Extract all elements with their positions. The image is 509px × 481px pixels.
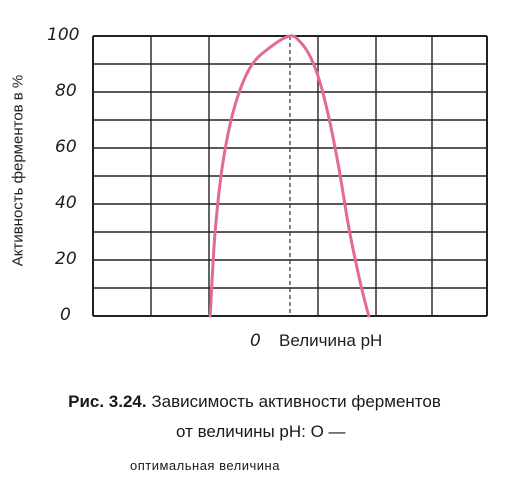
y-tick-80: 80 [55, 81, 77, 101]
figure-caption-line2: от величины pH: O — [176, 422, 346, 441]
figure-title: Зависимость активности ферментов [151, 392, 441, 411]
y-tick-20: 20 [55, 249, 77, 269]
y-axis-label: Активность ферментов в % [9, 74, 27, 266]
y-axis-label-wrap: Активность ферментов в % [0, 20, 36, 320]
y-tick-0: 0 [60, 305, 71, 325]
x-tick-0: 0 [250, 331, 261, 351]
y-tick-100: 100 [47, 25, 80, 45]
y-tick-60: 60 [55, 137, 77, 157]
figure-caption-line3: оптимальная величина [130, 458, 280, 473]
figure-caption-line1: Рис. 3.24. Зависимость активности фермен… [0, 392, 509, 412]
y-tick-40: 40 [55, 193, 77, 213]
activity-curve [208, 34, 371, 318]
x-axis-label: Величина pH [279, 331, 383, 350]
figure-number: Рис. 3.24. [68, 392, 147, 411]
